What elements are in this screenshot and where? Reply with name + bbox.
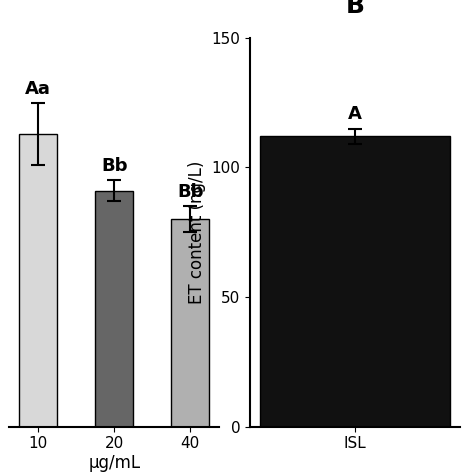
Bar bbox=[19, 134, 57, 427]
Bar bbox=[95, 191, 133, 427]
Text: A: A bbox=[348, 105, 362, 123]
X-axis label: μg/mL: μg/mL bbox=[88, 454, 140, 472]
Text: Bb: Bb bbox=[101, 157, 128, 175]
Bar bbox=[171, 219, 210, 427]
Text: B: B bbox=[346, 0, 365, 18]
Bar bbox=[260, 137, 450, 427]
Text: Aa: Aa bbox=[25, 80, 51, 98]
Text: Bb: Bb bbox=[177, 183, 204, 201]
Y-axis label: ET content (ng/L): ET content (ng/L) bbox=[188, 161, 206, 304]
